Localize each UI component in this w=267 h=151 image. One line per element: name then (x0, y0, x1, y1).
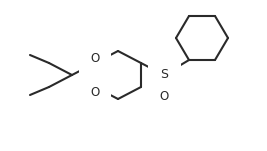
Text: S: S (160, 69, 168, 82)
Text: O: O (90, 85, 100, 98)
Text: O: O (90, 53, 100, 66)
Text: O: O (159, 90, 169, 103)
